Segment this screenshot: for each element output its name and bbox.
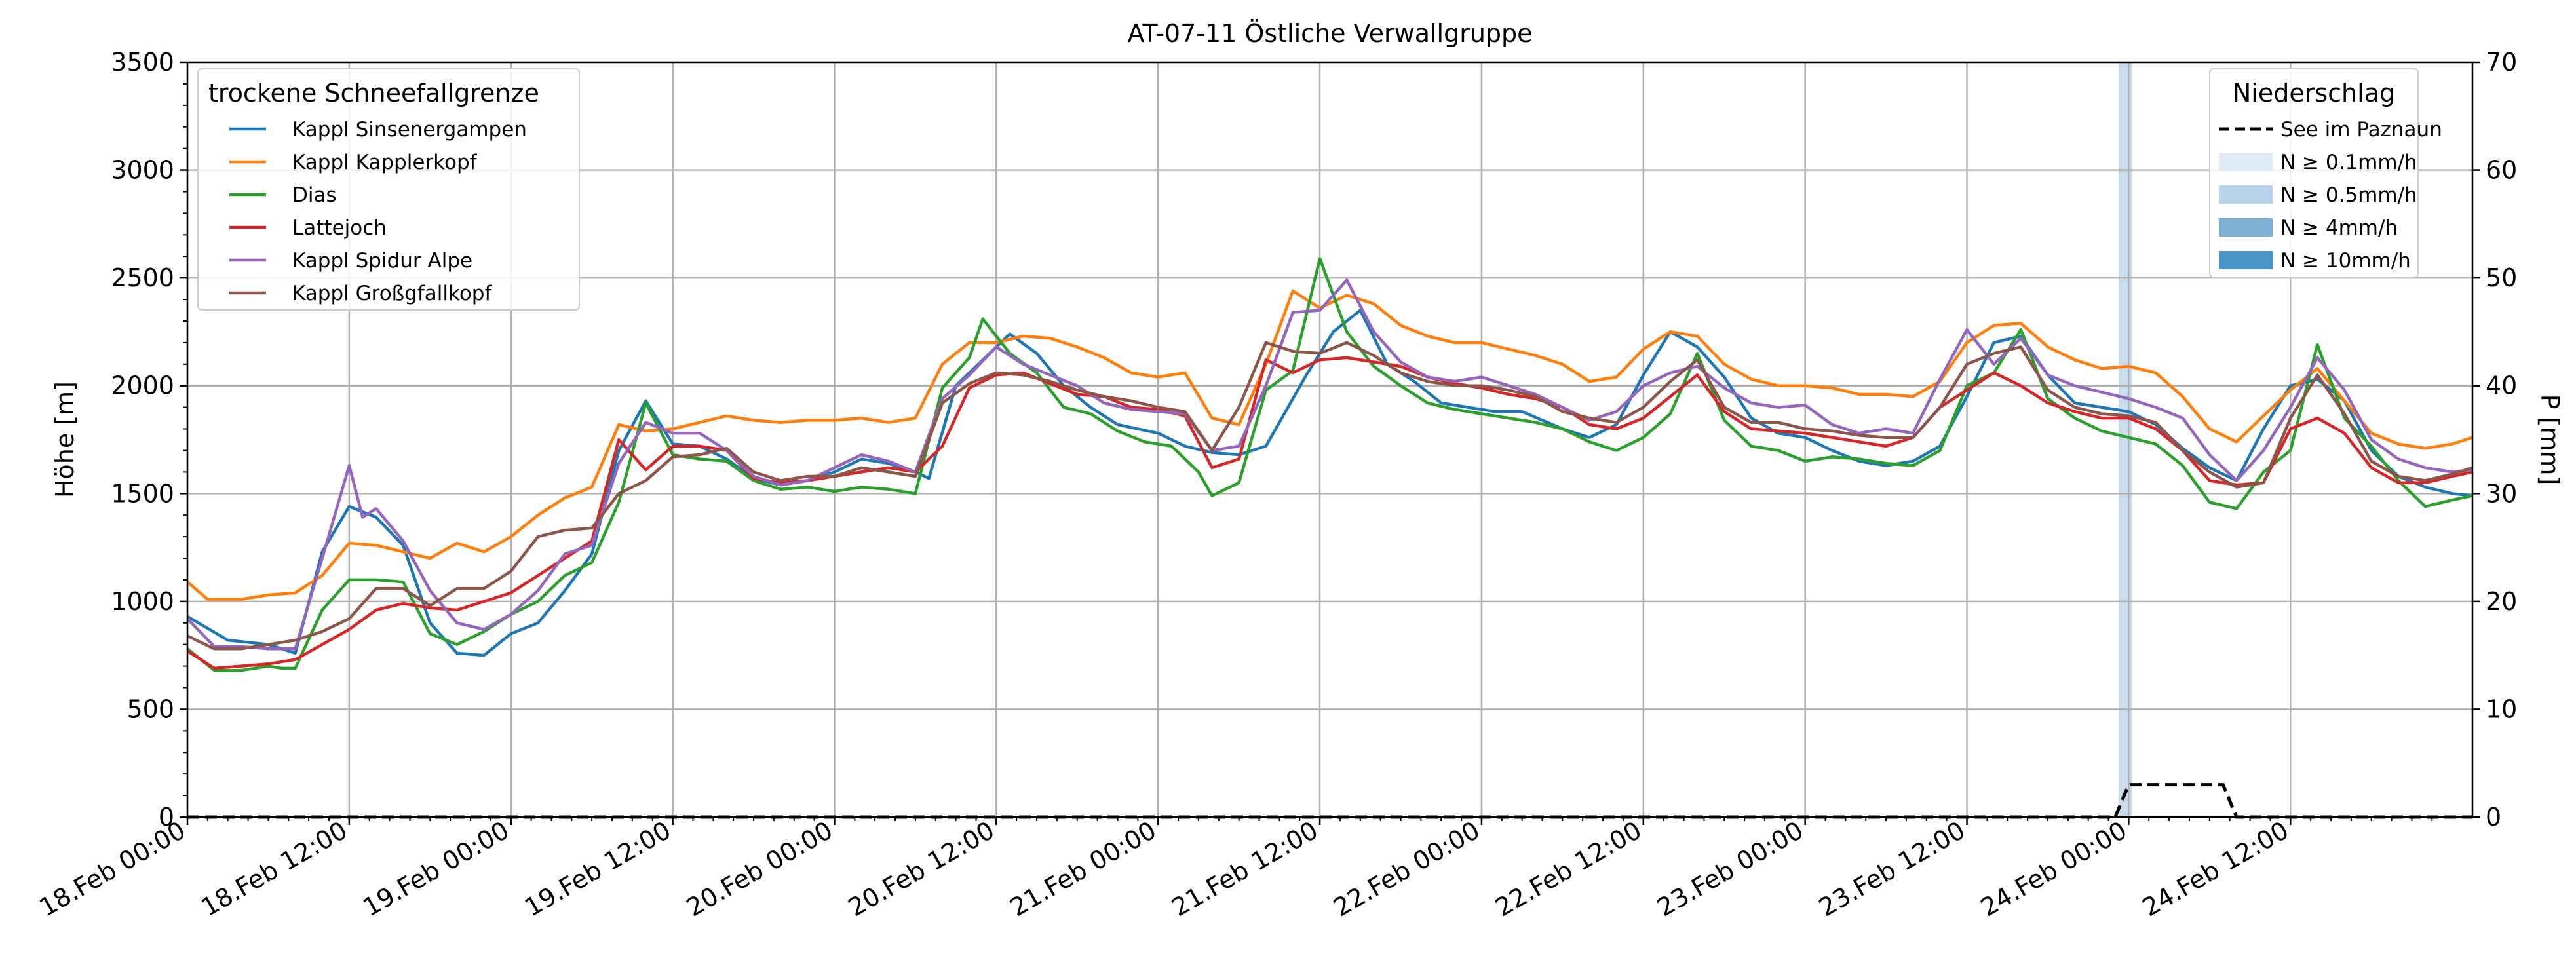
legend-entry-label: See im Paznaun xyxy=(2280,118,2442,142)
y2-axis-label: P [mm] xyxy=(2535,394,2564,486)
y2-tick-label: 60 xyxy=(2486,156,2517,185)
x-tick-label: 19.Feb 00:00 xyxy=(358,816,514,923)
legend-entry-label: Dias xyxy=(292,183,337,207)
x-tick-label: 22.Feb 00:00 xyxy=(1329,816,1485,923)
y-tick-label: 1000 xyxy=(111,587,174,616)
x-tick-label: 20.Feb 12:00 xyxy=(843,816,999,923)
precip-band-0 xyxy=(2118,62,2132,817)
y2-tick-label: 0 xyxy=(2486,803,2501,831)
legend-entry-label: N ≥ 0.1mm/h xyxy=(2280,151,2417,174)
legend-entry-label: Kappl Kapplerkopf xyxy=(292,151,478,174)
series-line-dias xyxy=(186,257,2473,672)
legend-entry-label: N ≥ 4mm/h xyxy=(2280,216,2398,240)
y-axis-label: Höhe [m] xyxy=(50,381,79,498)
legend-entry-label: N ≥ 0.5mm/h xyxy=(2280,183,2417,207)
legend-entry-label: Lattejoch xyxy=(292,216,387,240)
legend-snowline: trockene Schneefallgrenze Kappl Sinsener… xyxy=(197,68,580,311)
legend-precipitation: Niederschlag See im Paznaun N ≥ 0.1mm/h N … xyxy=(2209,68,2442,278)
x-tick-label: 20.Feb 00:00 xyxy=(682,816,837,923)
legend-swatch xyxy=(2219,185,2273,204)
legend-snowline-box xyxy=(197,68,580,311)
x-tick-label: 19.Feb 12:00 xyxy=(520,816,676,923)
y-tick-label: 1500 xyxy=(111,479,174,508)
y-tick-label: 500 xyxy=(126,695,174,723)
x-tick-label: 21.Feb 00:00 xyxy=(1005,816,1161,923)
y2-tick-label: 20 xyxy=(2486,587,2517,616)
y-tick-label: 3000 xyxy=(111,156,174,185)
y2-tick-label: 10 xyxy=(2486,695,2517,723)
chart-title: AT-07-11 Östliche Verwallgruppe xyxy=(1127,19,1532,48)
x-tick-label: 24.Feb 00:00 xyxy=(1976,816,2132,923)
x-tick-label: 24.Feb 12:00 xyxy=(2138,816,2294,923)
series-line-kappl-kapplerkopf xyxy=(186,289,2473,601)
series-line-kappl-gro-gfallkopf xyxy=(187,341,2473,651)
legend-swatch xyxy=(2219,153,2273,171)
y2-tick-label: 50 xyxy=(2486,263,2517,292)
x-tick-label: 22.Feb 12:00 xyxy=(1490,816,1646,923)
x-tick-label: 18.Feb 12:00 xyxy=(196,816,352,923)
series-line-kappl-spidur-alpe xyxy=(186,278,2473,651)
legend-entry-label: N ≥ 10mm/h xyxy=(2280,249,2411,273)
y-tick-label: 2000 xyxy=(111,372,174,400)
legend-precipitation-title: Niederschlag xyxy=(2233,79,2395,107)
legend-entry-label: Kappl Sinsenergampen xyxy=(292,118,527,142)
series-line-kappl-sinsenergampen xyxy=(186,309,2473,657)
plot-frame xyxy=(186,61,2474,818)
legend-swatch xyxy=(2219,218,2273,237)
y-tick-label: 3500 xyxy=(111,48,174,77)
x-tick-label: 18.Feb 00:00 xyxy=(35,816,191,923)
y-tick-label: 2500 xyxy=(111,263,174,292)
y-tick-label: 0 xyxy=(159,803,174,831)
legend-entry-label: Kappl Großgfallkopf xyxy=(292,282,492,305)
x-tick-label: 21.Feb 12:00 xyxy=(1167,816,1323,923)
legend-snowline-title: trockene Schneefallgrenze xyxy=(208,79,539,107)
y2-tick-label: 40 xyxy=(2486,372,2517,400)
y2-tick-label: 70 xyxy=(2486,48,2517,77)
y2-tick-label: 30 xyxy=(2486,479,2517,508)
series-line-lattejoch xyxy=(186,356,2473,670)
x-tick-label: 23.Feb 12:00 xyxy=(1814,816,1970,923)
legend-entry-label: Kappl Spidur Alpe xyxy=(292,249,472,273)
legend-swatch xyxy=(2219,251,2273,269)
x-tick-label: 23.Feb 00:00 xyxy=(1652,816,1808,923)
